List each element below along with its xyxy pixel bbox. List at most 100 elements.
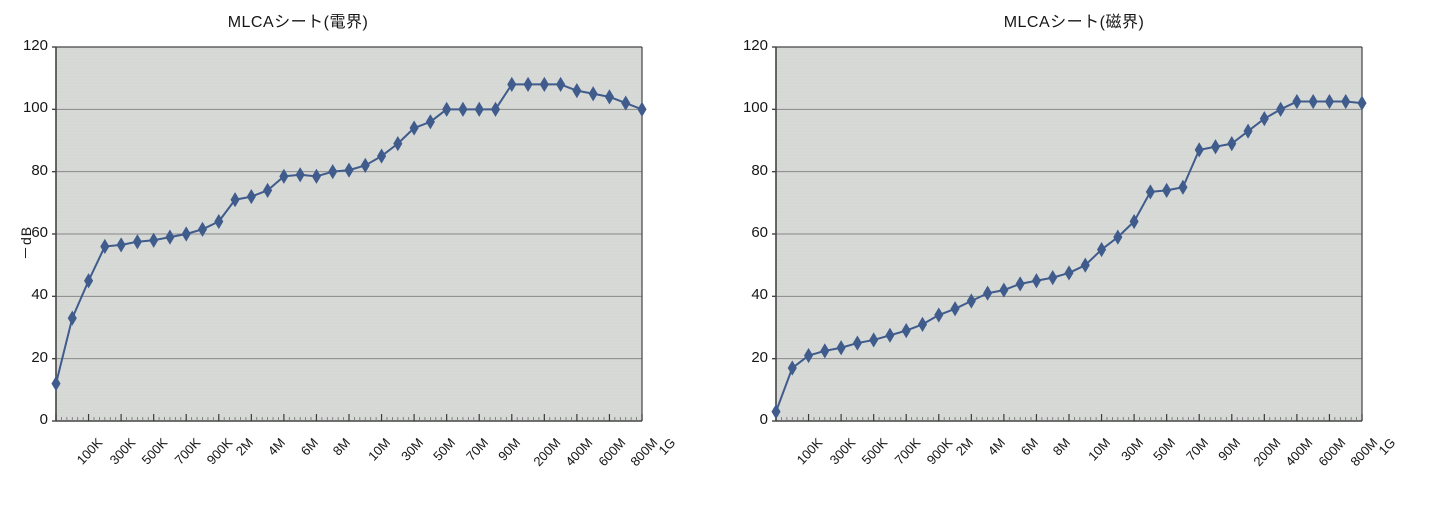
- data-point-marker: [474, 101, 484, 117]
- data-point-marker: [181, 226, 191, 242]
- data-point-marker: [917, 316, 928, 332]
- chart-title-electric-field: MLCAシート(電界): [227, 14, 369, 31]
- data-point-marker: [539, 76, 549, 92]
- data-point-marker: [966, 293, 976, 309]
- data-point-marker: [360, 157, 370, 174]
- y-axis-tick-label: 40: [751, 286, 768, 304]
- plot-area-magnetic-field: [771, 46, 1367, 422]
- y-axis-tick-label: 100: [22, 99, 48, 117]
- data-point-marker: [1048, 270, 1058, 286]
- data-point-marker: [523, 76, 533, 92]
- chart-title-magnetic-field: MLCAシート(磁界): [1003, 14, 1145, 31]
- data-point-marker: [246, 189, 256, 205]
- data-point-marker: [507, 76, 517, 92]
- data-point-marker: [885, 327, 895, 343]
- y-axis-tick-label: 120: [742, 37, 768, 54]
- data-point-marker: [934, 307, 944, 323]
- data-point-marker: [604, 89, 614, 105]
- data-point-marker: [1031, 273, 1041, 289]
- data-point-marker: [442, 101, 452, 117]
- data-point-marker: [328, 164, 338, 180]
- data-point-marker: [1341, 93, 1351, 110]
- plot-texture: [56, 46, 642, 420]
- data-point-marker: [458, 101, 468, 117]
- data-point-marker: [311, 168, 321, 184]
- data-point-marker: [804, 347, 814, 364]
- plot-area-electric-field: [51, 46, 647, 422]
- y-axis-tick-label: 100: [742, 99, 768, 117]
- data-point-marker: [132, 234, 142, 250]
- data-point-marker: [999, 282, 1009, 298]
- data-point-marker: [950, 301, 960, 317]
- data-point-marker: [1227, 136, 1237, 152]
- data-point-marker: [344, 162, 354, 178]
- data-point-marker: [51, 376, 61, 392]
- y-axis-tick-label: 60: [751, 224, 768, 241]
- data-point-marker: [230, 192, 240, 208]
- data-point-marker: [165, 229, 175, 245]
- x-minor-ticks: [775, 417, 1363, 421]
- data-point-marker: [149, 232, 159, 248]
- data-point-marker: [377, 148, 387, 164]
- data-point-marker: [1194, 142, 1204, 158]
- data-point-marker: [1064, 265, 1074, 281]
- data-point-marker: [1292, 93, 1302, 110]
- data-point-marker: [263, 182, 273, 198]
- data-point-marker: [820, 343, 830, 359]
- data-point-marker: [637, 101, 647, 117]
- data-point-marker: [1097, 241, 1107, 258]
- data-point-marker: [393, 136, 403, 152]
- data-point-marker: [214, 213, 224, 230]
- data-point-marker: [490, 101, 501, 117]
- data-point-marker: [1080, 257, 1090, 273]
- data-point-marker: [1162, 182, 1172, 198]
- data-point-marker: [1324, 93, 1334, 110]
- data-point-marker: [836, 340, 846, 356]
- y-axis-tick-label: 120: [22, 37, 48, 54]
- data-point-marker: [588, 86, 598, 102]
- chart-panel-magnetic-field: MLCAシート(磁界): [720, 0, 1440, 507]
- data-point-marker: [84, 273, 94, 289]
- data-point-marker: [67, 310, 77, 326]
- data-point-marker: [1178, 179, 1188, 195]
- data-point-marker: [621, 95, 631, 111]
- data-point-marker: [295, 167, 305, 183]
- data-point-marker: [1210, 139, 1221, 155]
- data-markers: [771, 93, 1367, 420]
- chart-panel-electric-field: MLCAシート(電界) －dB: [18, 14, 647, 422]
- data-point-marker: [852, 335, 862, 351]
- data-point-marker: [1259, 111, 1269, 127]
- data-point-marker: [116, 237, 126, 253]
- data-point-marker: [1357, 95, 1367, 111]
- data-point-marker: [1113, 229, 1123, 245]
- data-point-marker: [409, 120, 419, 136]
- data-point-marker: [983, 285, 993, 301]
- data-point-marker: [1243, 123, 1253, 139]
- x-major-ticks: [55, 414, 643, 421]
- data-point-marker: [1145, 184, 1155, 200]
- data-point-marker: [1129, 213, 1139, 230]
- y-axis-tick-label: 0: [759, 411, 768, 428]
- y-axis-tick-label: 40: [31, 286, 48, 304]
- y-axis-tick-label: 80: [751, 161, 768, 179]
- data-point-marker: [572, 83, 582, 99]
- data-point-marker: [787, 360, 797, 376]
- data-point-marker: [1015, 276, 1025, 292]
- y-axis-tick-label: 20: [31, 348, 48, 366]
- y-axis-tick-label: 0: [39, 411, 48, 428]
- data-point-marker: [279, 168, 289, 184]
- data-point-marker: [100, 238, 110, 255]
- y-axis-tick-label: 60: [31, 224, 48, 241]
- y-axis-tick-label: 20: [751, 348, 768, 366]
- data-point-marker: [1308, 93, 1318, 110]
- y-axis-tick-label: 80: [31, 161, 48, 179]
- data-point-marker: [1276, 101, 1286, 117]
- data-point-marker: [425, 114, 435, 130]
- data-point-marker: [869, 332, 879, 348]
- data-markers: [51, 76, 647, 392]
- data-point-marker: [197, 221, 208, 237]
- data-point-marker: [556, 76, 566, 92]
- data-point-marker: [771, 404, 781, 420]
- data-point-marker: [901, 323, 911, 339]
